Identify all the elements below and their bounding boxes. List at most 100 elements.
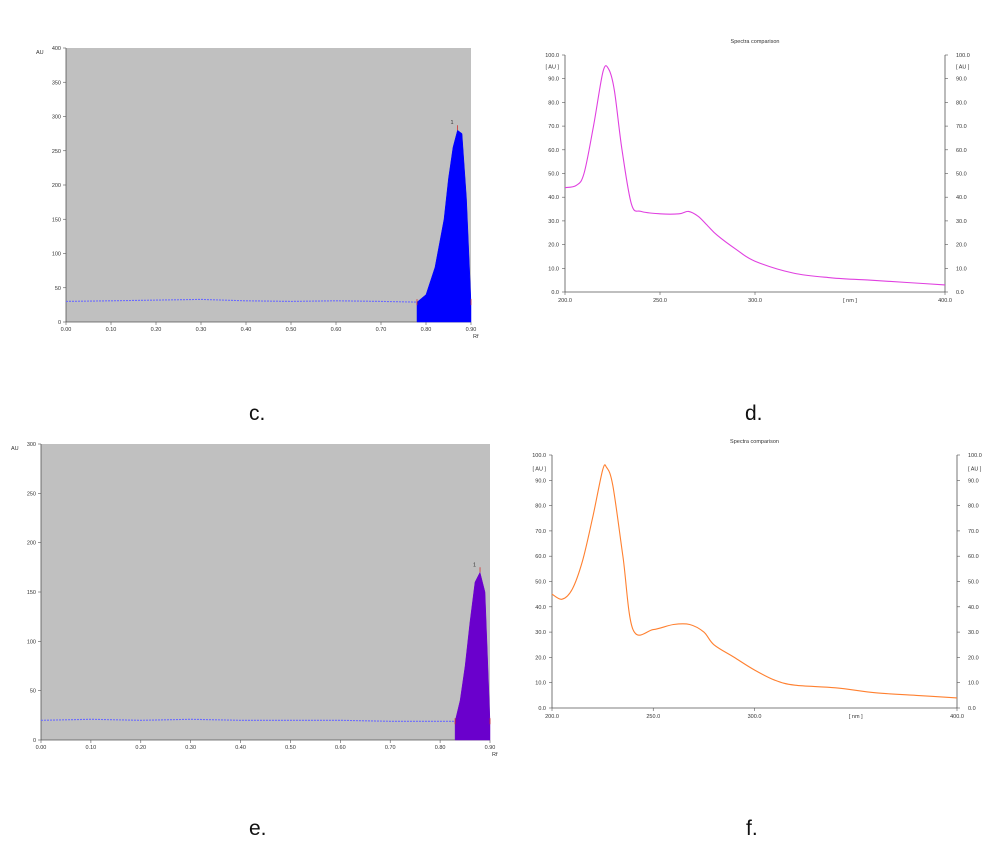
y-tick-label-left-f-7: 70.0 bbox=[535, 529, 546, 535]
y-tick-label-left-d-10: 100.0 bbox=[545, 53, 559, 59]
y-tick-label-left-f-0: 0.0 bbox=[538, 706, 546, 712]
y-tick-label-right-f-3: 30.0 bbox=[968, 630, 979, 636]
x-tick-label-c-6: 0.60 bbox=[331, 327, 342, 333]
y-tick-label-left-f-9: 90.0 bbox=[535, 478, 546, 484]
x-tick-label-c-2: 0.20 bbox=[151, 327, 162, 333]
x-tick-label-f-0: 200.0 bbox=[545, 714, 559, 720]
y-tick-label-right-d-4: 40.0 bbox=[956, 195, 967, 201]
plot-area-e bbox=[41, 444, 490, 740]
x-tick-label-e-0: 0.00 bbox=[36, 745, 47, 751]
spectrum-line-f bbox=[551, 464, 958, 699]
y-tick-label-right-f-7: 70.0 bbox=[968, 529, 979, 535]
y-tick-label-left-d-8: 80.0 bbox=[548, 100, 559, 106]
y-tick-label-e-2: 100 bbox=[27, 639, 36, 645]
y-tick-label-c-4: 200 bbox=[52, 183, 61, 189]
y-tick-label-left-d-5: 50.0 bbox=[548, 172, 559, 178]
y-axis-label-right-f: [ AU ] bbox=[968, 466, 982, 472]
x-axis-label-f: [ nm ] bbox=[849, 714, 863, 720]
y-tick-label-right-d-5: 50.0 bbox=[956, 172, 967, 178]
x-tick-label-c-4: 0.40 bbox=[241, 327, 252, 333]
chart-title-f: Spectra comparison bbox=[730, 439, 779, 445]
chart-title-d: Spectra comparison bbox=[731, 39, 780, 45]
x-tick-label-f-3: 400.0 bbox=[950, 714, 964, 720]
y-tick-label-right-f-2: 20.0 bbox=[968, 655, 979, 661]
y-tick-label-e-0: 0 bbox=[33, 738, 36, 744]
x-tick-label-c-9: 0.90 bbox=[466, 327, 477, 333]
spectrum-line-d bbox=[564, 65, 946, 286]
y-axis-label-left-d: [ AU ] bbox=[546, 65, 560, 71]
x-tick-label-e-3: 0.30 bbox=[185, 745, 196, 751]
y-tick-label-c-6: 300 bbox=[52, 115, 61, 121]
y-axis-label-right-d: [ AU ] bbox=[956, 65, 970, 71]
y-tick-label-e-3: 150 bbox=[27, 590, 36, 596]
y-tick-label-left-f-1: 10.0 bbox=[535, 681, 546, 687]
y-tick-label-right-d-10: 100.0 bbox=[956, 53, 970, 59]
x-tick-label-f-2: 300.0 bbox=[748, 714, 762, 720]
y-tick-label-right-d-2: 20.0 bbox=[956, 243, 967, 249]
y-tick-label-left-d-3: 30.0 bbox=[548, 219, 559, 225]
baseline-c bbox=[65, 298, 418, 303]
y-tick-label-right-d-9: 90.0 bbox=[956, 77, 967, 83]
plot-area-c bbox=[66, 48, 471, 322]
y-tick-label-e-1: 50 bbox=[30, 689, 36, 695]
y-tick-label-right-f-1: 10.0 bbox=[968, 681, 979, 687]
y-axis-label-left-f: [ AU ] bbox=[533, 466, 547, 472]
panel-label-f: f. bbox=[746, 817, 758, 840]
x-tick-label-e-6: 0.60 bbox=[335, 745, 346, 751]
x-tick-label-e-9: 0.90 bbox=[485, 745, 496, 751]
x-tick-label-c-5: 0.50 bbox=[286, 327, 297, 333]
y-tick-label-left-f-10: 100.0 bbox=[532, 453, 546, 459]
y-tick-label-c-0: 0 bbox=[58, 320, 61, 326]
peak-area-e bbox=[454, 571, 491, 741]
x-tick-label-c-3: 0.30 bbox=[196, 327, 207, 333]
y-tick-label-c-7: 350 bbox=[52, 80, 61, 86]
y-tick-label-left-f-8: 80.0 bbox=[535, 504, 546, 510]
y-axis-label-c: AU bbox=[36, 50, 44, 56]
x-tick-label-c-8: 0.80 bbox=[421, 327, 432, 333]
x-tick-label-e-1: 0.10 bbox=[86, 745, 97, 751]
peak-label-e: 1 bbox=[473, 562, 476, 568]
x-tick-label-c-0: 0.00 bbox=[61, 327, 72, 333]
y-tick-label-left-d-1: 10.0 bbox=[548, 266, 559, 272]
y-tick-label-right-d-6: 60.0 bbox=[956, 148, 967, 154]
x-tick-label-d-3: 400.0 bbox=[938, 298, 952, 304]
y-tick-label-right-f-5: 50.0 bbox=[968, 580, 979, 586]
y-tick-label-right-d-8: 80.0 bbox=[956, 100, 967, 106]
x-axis-label-e: Rf bbox=[492, 752, 498, 758]
x-tick-label-f-1: 250.0 bbox=[646, 714, 660, 720]
y-tick-label-left-d-9: 90.0 bbox=[548, 77, 559, 83]
panel-label-e: e. bbox=[249, 817, 267, 840]
x-tick-label-d-2: 300.0 bbox=[748, 298, 762, 304]
y-tick-label-c-8: 400 bbox=[52, 46, 61, 52]
y-tick-label-right-d-7: 70.0 bbox=[956, 124, 967, 130]
x-tick-label-e-7: 0.70 bbox=[385, 745, 396, 751]
y-tick-label-left-d-7: 70.0 bbox=[548, 124, 559, 130]
x-tick-label-e-4: 0.40 bbox=[235, 745, 246, 751]
y-tick-label-right-f-6: 60.0 bbox=[968, 554, 979, 560]
y-tick-label-right-d-0: 0.0 bbox=[956, 290, 964, 296]
y-tick-label-c-5: 250 bbox=[52, 149, 61, 155]
y-tick-label-right-d-1: 10.0 bbox=[956, 266, 967, 272]
y-tick-label-left-f-5: 50.0 bbox=[535, 580, 546, 586]
x-tick-label-c-1: 0.10 bbox=[106, 327, 117, 333]
y-tick-label-right-f-10: 100.0 bbox=[968, 453, 982, 459]
y-tick-label-left-d-6: 60.0 bbox=[548, 148, 559, 154]
x-tick-label-e-8: 0.80 bbox=[435, 745, 446, 751]
peak-label-c: 1 bbox=[451, 120, 454, 126]
panel-label-c: c. bbox=[249, 402, 266, 425]
y-tick-label-c-3: 150 bbox=[52, 217, 61, 223]
y-tick-label-right-f-9: 90.0 bbox=[968, 478, 979, 484]
x-tick-label-d-0: 200.0 bbox=[558, 298, 572, 304]
y-tick-label-right-f-8: 80.0 bbox=[968, 504, 979, 510]
y-tick-label-right-f-0: 0.0 bbox=[968, 706, 976, 712]
y-tick-label-left-d-0: 0.0 bbox=[551, 290, 559, 296]
y-tick-label-left-f-6: 60.0 bbox=[535, 554, 546, 560]
x-tick-label-c-7: 0.70 bbox=[376, 327, 387, 333]
y-tick-label-left-f-4: 40.0 bbox=[535, 605, 546, 611]
x-tick-label-e-2: 0.20 bbox=[135, 745, 146, 751]
x-axis-label-c: Rf bbox=[473, 334, 479, 340]
y-tick-label-e-4: 200 bbox=[27, 541, 36, 547]
x-tick-label-e-5: 0.50 bbox=[285, 745, 296, 751]
y-tick-label-e-6: 300 bbox=[27, 442, 36, 448]
